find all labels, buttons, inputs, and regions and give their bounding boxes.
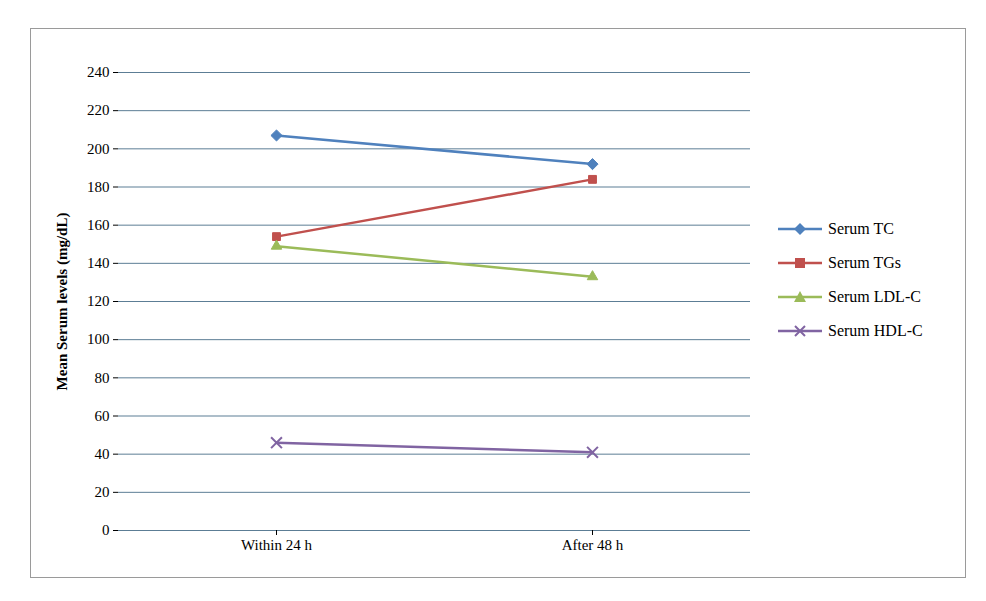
svg-text:Mean Serum levels (mg/dL): Mean Serum levels (mg/dL) <box>54 213 71 391</box>
svg-text:20: 20 <box>95 484 110 500</box>
svg-text:160: 160 <box>87 217 110 233</box>
svg-text:140: 140 <box>87 255 110 271</box>
svg-text:0: 0 <box>102 522 110 538</box>
html-text:Serum TC: Serum TC <box>828 220 894 237</box>
svg-text:100: 100 <box>87 331 110 347</box>
svg-text:40: 40 <box>95 446 110 462</box>
svg-text:Within 24 h: Within 24 h <box>241 537 313 553</box>
html-text:Serum LDL-C: Serum LDL-C <box>828 288 921 305</box>
svg-text:180: 180 <box>87 179 110 195</box>
svg-text:220: 220 <box>87 102 110 118</box>
svg-text:60: 60 <box>95 408 110 424</box>
svg-text:120: 120 <box>87 293 110 309</box>
html-text:Serum TGs: Serum TGs <box>828 254 901 271</box>
svg-text:After 48 h: After 48 h <box>562 537 624 553</box>
svg-text:240: 240 <box>87 64 110 80</box>
html-text:Serum HDL-C: Serum HDL-C <box>828 322 923 339</box>
svg-text:200: 200 <box>87 141 110 157</box>
svg-text:80: 80 <box>95 370 110 386</box>
